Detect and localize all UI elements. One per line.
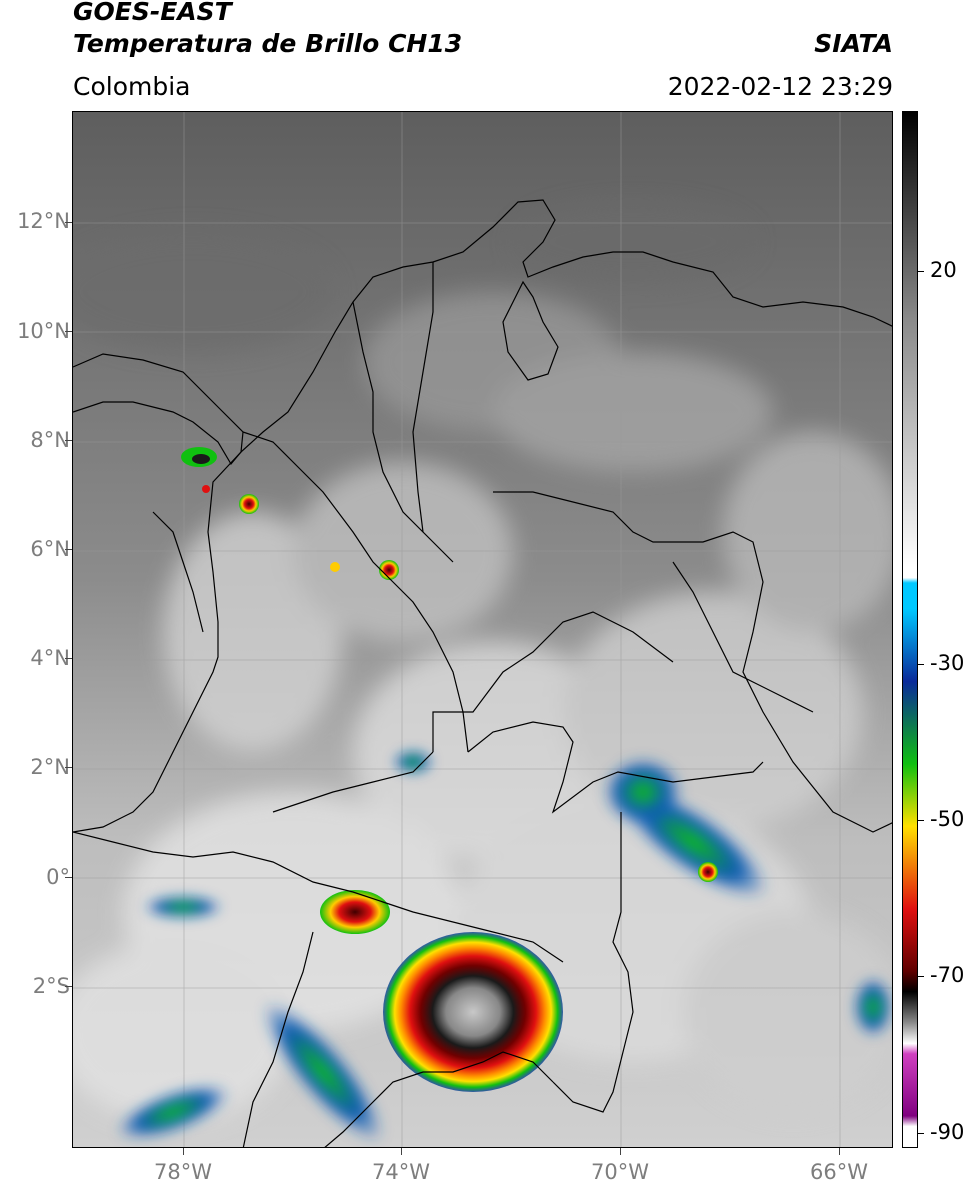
- timestamp: 2022-02-12 23:29: [667, 72, 893, 101]
- lon-label-78w: 78°W: [154, 1160, 212, 1184]
- lat-tick: [65, 440, 72, 441]
- lat-label-10n: 10°N: [17, 319, 70, 343]
- colorbar-label-minus70: -70: [930, 963, 965, 987]
- colorbar-tick: [918, 1133, 924, 1134]
- satellite-name: GOES-EAST: [73, 0, 232, 26]
- region-name: Colombia: [73, 72, 191, 101]
- colorbar-tick: [918, 664, 924, 665]
- source-label: SIATA: [814, 29, 893, 58]
- colorbar-label-minus90: -90: [930, 1120, 965, 1144]
- lon-tick: [620, 1148, 621, 1155]
- colorbar-label-minus50: -50: [930, 807, 965, 831]
- lat-label-2n: 2°N: [30, 755, 70, 779]
- temperature-colorbar: [902, 111, 918, 1148]
- lat-tick: [65, 767, 72, 768]
- lon-label-66w: 66°W: [810, 1160, 868, 1184]
- product-title: Temperatura de Brillo CH13: [73, 29, 463, 58]
- lat-tick: [65, 658, 72, 659]
- lat-label-2s: 2°S: [32, 974, 70, 998]
- map-canvas: [73, 112, 892, 1147]
- lat-label-4n: 4°N: [30, 646, 70, 670]
- lat-tick: [65, 877, 72, 878]
- lat-tick: [65, 549, 72, 550]
- lat-tick: [65, 222, 72, 223]
- colorbar-label-20: 20: [930, 258, 957, 282]
- colorbar-tick: [918, 271, 924, 272]
- lat-label-6n: 6°N: [30, 537, 70, 561]
- lon-label-74w: 74°W: [372, 1160, 430, 1184]
- lon-tick: [401, 1148, 402, 1155]
- satellite-map[interactable]: [72, 111, 893, 1148]
- lon-label-70w: 70°W: [591, 1160, 649, 1184]
- lat-tick: [65, 331, 72, 332]
- lat-label-8n: 8°N: [30, 428, 70, 452]
- lon-tick: [183, 1148, 184, 1155]
- lat-label-12n: 12°N: [17, 209, 70, 233]
- lon-tick: [839, 1148, 840, 1155]
- colorbar-label-minus30: -30: [930, 651, 965, 675]
- lat-tick: [65, 986, 72, 987]
- colorbar-tick: [918, 976, 924, 977]
- colorbar-tick: [918, 820, 924, 821]
- lat-label-0: 0°: [46, 865, 70, 889]
